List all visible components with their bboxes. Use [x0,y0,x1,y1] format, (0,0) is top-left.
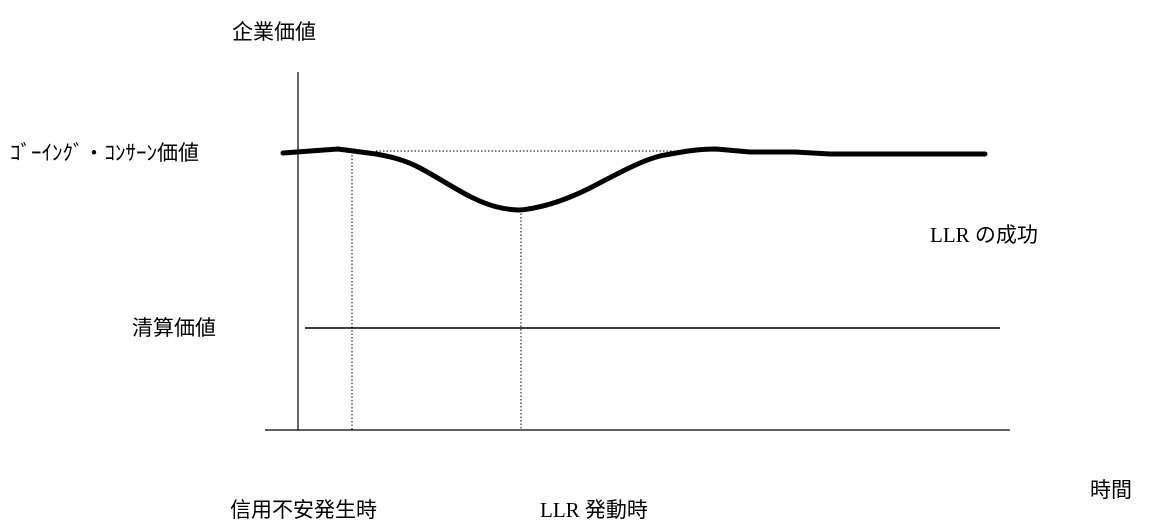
y-axis-label: 企業価値 [232,20,316,44]
liquidation-value-label: 清算価値 [132,316,216,340]
credit-anxiety-time-label: 信用不安発生時 [230,498,377,522]
x-axis-label: 時間 [1090,478,1132,502]
llr-trigger-time-label: LLR 発動時 [540,498,648,522]
llr-success-label: LLR の成功 [930,223,1038,247]
enterprise-value-curve [280,146,988,213]
going-concern-value-label: ｺﾞｰｲﾝｸﾞ・ｺﾝｻｰﾝ価値 [10,141,199,165]
